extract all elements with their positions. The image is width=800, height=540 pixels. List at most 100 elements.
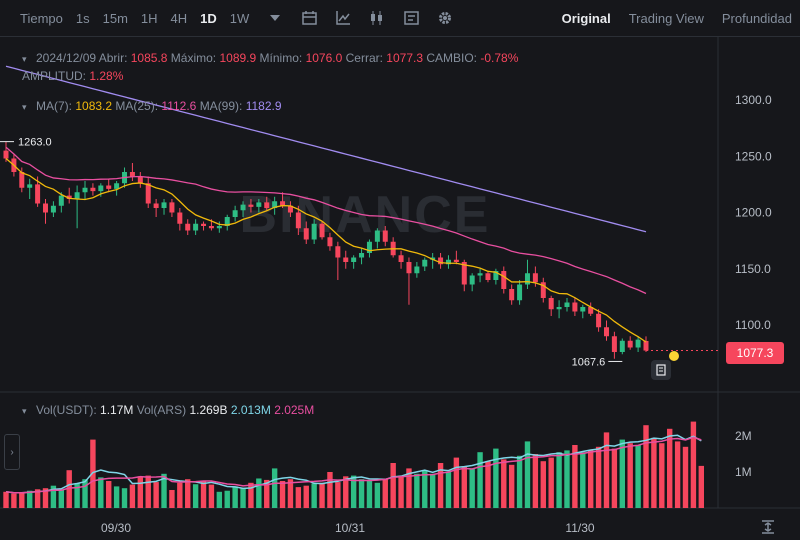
tab-original[interactable]: Original <box>561 10 611 26</box>
candle-body <box>208 226 214 229</box>
toolbar-divider <box>0 36 800 37</box>
volume-bar <box>319 482 325 508</box>
date-tick-label: 09/30 <box>101 521 131 535</box>
volume-bar <box>161 473 167 508</box>
alert-dot-icon[interactable] <box>669 351 679 361</box>
candle-body <box>532 273 538 283</box>
candle-body <box>548 298 554 310</box>
ma99-value: 1182.9 <box>245 99 282 113</box>
candle-body <box>216 226 222 229</box>
volume-bar <box>398 475 404 508</box>
volume-bar <box>169 490 175 508</box>
tab-trading-view[interactable]: Trading View <box>628 10 704 26</box>
candle-body <box>564 302 570 307</box>
candle-body <box>327 237 333 247</box>
candle-body <box>588 307 594 314</box>
candle-body <box>477 273 483 276</box>
volume-bar <box>422 470 428 508</box>
ohlc-info-line: ▾ 2024/12/09 Abrir: 1085.8 Máximo: 1089.9… <box>22 51 518 65</box>
note-icon[interactable] <box>651 360 671 380</box>
more-intervals-icon[interactable] <box>267 10 283 26</box>
volume-bar <box>335 482 341 508</box>
last-price-badge: 1077.3 <box>726 342 784 364</box>
collapse-icon[interactable]: ▾ <box>22 54 27 64</box>
interval-1w[interactable]: 1W <box>229 10 250 26</box>
volume-bar <box>667 428 673 508</box>
candle-body <box>445 259 451 265</box>
candle-body <box>280 201 286 206</box>
candle-body <box>114 183 120 189</box>
volume-bar <box>66 470 72 508</box>
candle-body <box>201 223 207 226</box>
volume-tick-label: 1M <box>735 465 752 479</box>
candle-type-icon[interactable] <box>369 10 385 26</box>
candle-body <box>58 195 64 206</box>
indicator-icon[interactable] <box>335 10 351 26</box>
volume-bar <box>682 446 689 508</box>
vol-ma2-value: 2.025M <box>274 403 315 417</box>
volume-bar <box>271 468 278 508</box>
candle-body <box>169 202 175 213</box>
low-marker-label: 1067.6 <box>572 356 606 368</box>
interval-1s[interactable]: 1s <box>75 10 90 26</box>
low-value: 1076.0 <box>305 51 343 65</box>
interval-4h[interactable]: 4H <box>170 10 188 26</box>
volume-bar <box>192 484 199 508</box>
candle-body <box>335 246 341 258</box>
scale-toggle-icon[interactable] <box>760 519 776 535</box>
volume-bar <box>382 478 388 508</box>
candlestick-chart[interactable]: BINANCE1300.01250.01200.01150.01100.02M1… <box>0 37 800 540</box>
change-label: CAMBIO: <box>426 51 478 65</box>
settings-icon[interactable] <box>437 10 453 26</box>
tab-profundidad[interactable]: Profundidad <box>721 10 792 26</box>
volume-bar <box>256 478 262 508</box>
volume-bar <box>390 463 396 508</box>
vol-ars-value: 1.269B <box>189 403 228 417</box>
candle-body <box>556 307 562 310</box>
view-tabs: Original Trading View Profundidad <box>544 0 792 36</box>
candle-body <box>343 257 349 262</box>
open-value: 1085.8 <box>130 51 168 65</box>
volume-bar <box>58 490 65 508</box>
candle-body <box>619 340 625 352</box>
ma7-line <box>5 158 647 343</box>
candle-body <box>382 230 388 242</box>
volume-collapse-icon[interactable]: ▾ <box>22 406 27 416</box>
candle-body <box>627 340 633 348</box>
open-label: Abrir: <box>98 51 128 65</box>
volume-bar <box>461 466 467 508</box>
candle-body <box>185 223 191 231</box>
volume-bar <box>113 486 120 508</box>
candle-body <box>264 202 270 208</box>
volume-bar <box>627 443 633 508</box>
drawing-tools-icon[interactable] <box>403 10 419 26</box>
interval-15m[interactable]: 15m <box>102 10 128 26</box>
volume-bar <box>343 476 349 508</box>
volume-bar <box>493 448 499 508</box>
interval-1h[interactable]: 1H <box>140 10 158 26</box>
ma-collapse-icon[interactable]: ▾ <box>22 102 27 112</box>
price-tick-label: 1150.0 <box>735 262 771 276</box>
expand-pane-icon[interactable]: › <box>4 434 20 470</box>
candle-body <box>82 187 88 193</box>
candle-body <box>295 212 301 229</box>
chart-toolbar: Tiempo 1s 15m 1H 4H 1D 1W Original Tradi… <box>0 0 800 36</box>
close-label: Cerrar: <box>345 51 383 65</box>
high-value: 1089.9 <box>219 51 257 65</box>
candle-body <box>366 241 372 253</box>
candle-body <box>240 204 246 211</box>
date-tick-label: 11/30 <box>565 521 594 535</box>
candle-body <box>572 302 578 312</box>
candle-body <box>98 185 104 192</box>
candle-body <box>414 266 420 274</box>
ma-info-line: ▾ MA(7): 1083.2 MA(25): 1112.6 MA(99): 11… <box>22 99 282 113</box>
ma7-label: MA(7): <box>36 99 72 113</box>
candle-body <box>406 262 412 274</box>
price-tick-label: 1100.0 <box>735 318 771 332</box>
candle-body <box>635 339 641 348</box>
vol-ma1-value: 2.013M <box>230 403 271 417</box>
volume-ma2-line <box>5 436 702 494</box>
volume-bar <box>224 490 230 508</box>
interval-1d[interactable]: 1D <box>200 10 217 26</box>
calendar-icon[interactable] <box>301 10 317 26</box>
